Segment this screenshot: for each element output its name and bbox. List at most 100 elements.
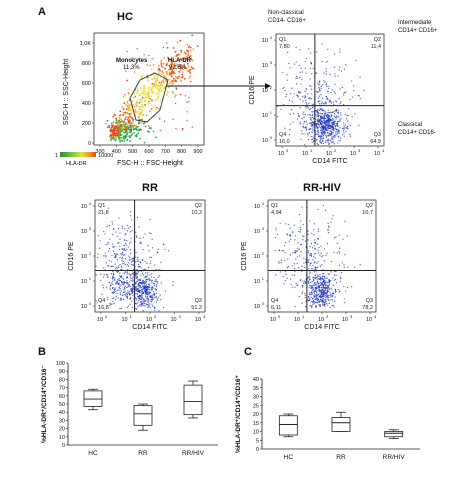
- density-dot: [167, 57, 170, 60]
- density-dot: [166, 46, 169, 49]
- event-dot: [324, 124, 326, 126]
- event-dot: [111, 277, 114, 279]
- event-dot: [324, 303, 326, 305]
- event-dot: [359, 97, 361, 100]
- density-dot: [192, 67, 195, 70]
- event-dot: [111, 243, 114, 245]
- event-dot: [318, 135, 320, 138]
- event-dot: [284, 251, 286, 254]
- event-dot: [139, 237, 141, 239]
- event-dot: [307, 230, 309, 232]
- event-dot: [107, 207, 109, 209]
- event-dot: [160, 282, 162, 284]
- event-dot: [139, 241, 142, 243]
- density-dot: [140, 106, 143, 109]
- event-dot: [127, 227, 130, 229]
- event-dot: [123, 280, 125, 283]
- event-dot: [123, 288, 125, 291]
- event-dot: [307, 233, 309, 235]
- event-dot: [304, 266, 306, 269]
- density-dot: [135, 125, 138, 127]
- event-dot: [339, 118, 341, 121]
- event-dot: [122, 281, 125, 283]
- density-dot: [186, 69, 189, 72]
- event-dot: [122, 282, 124, 284]
- event-dot: [335, 101, 338, 103]
- x-tick-exponent: 0: [278, 314, 281, 319]
- event-dot: [301, 286, 304, 288]
- event-dot: [299, 71, 301, 73]
- event-dot: [130, 263, 132, 266]
- event-dot: [312, 140, 315, 143]
- event-dot: [353, 85, 355, 87]
- density-dot: [144, 125, 147, 128]
- density-dot: [139, 108, 142, 111]
- x-tick-label: 10: [294, 317, 300, 323]
- event-dot: [330, 114, 333, 116]
- density-dot: [176, 76, 179, 79]
- event-dot: [124, 287, 126, 290]
- event-dot: [317, 278, 319, 280]
- event-dot: [116, 292, 118, 295]
- density-dot: [127, 120, 130, 123]
- event-dot: [313, 234, 315, 236]
- event-dot: [278, 260, 280, 263]
- x-tick-label: 10: [146, 317, 152, 323]
- event-dot: [302, 126, 304, 128]
- event-dot: [326, 120, 328, 123]
- event-dot: [320, 284, 322, 286]
- event-dot: [295, 46, 297, 48]
- event-dot: [121, 225, 123, 227]
- event-dot: [154, 307, 156, 309]
- event-dot: [305, 89, 307, 91]
- event-dot: [322, 278, 325, 281]
- x-tick-exponent: 4: [374, 314, 377, 319]
- quadrant-name: Q1: [98, 203, 105, 209]
- density-dot: [146, 74, 148, 77]
- event-dot: [296, 118, 299, 120]
- density-dot: [134, 95, 137, 98]
- event-dot: [331, 305, 333, 307]
- density-dot: [156, 79, 159, 82]
- event-dot: [319, 139, 321, 142]
- event-dot: [144, 305, 146, 307]
- density-dot: [185, 55, 188, 58]
- event-dot: [309, 113, 311, 116]
- density-dot: [115, 117, 117, 120]
- event-dot: [136, 260, 139, 262]
- density-dot: [168, 83, 171, 85]
- event-dot: [306, 103, 308, 105]
- event-dot: [127, 283, 129, 286]
- event-dot: [137, 285, 139, 287]
- event-dot: [111, 276, 114, 278]
- event-dot: [326, 277, 328, 279]
- event-dot: [339, 140, 341, 142]
- density-dot: [133, 105, 136, 108]
- event-dot: [148, 300, 150, 302]
- event-dot: [333, 101, 335, 103]
- event-dot: [331, 125, 333, 127]
- density-dot: [191, 126, 194, 128]
- density-dot: [136, 48, 138, 50]
- event-dot: [321, 295, 323, 298]
- event-dot: [144, 284, 146, 286]
- event-dot: [113, 297, 115, 299]
- event-dot: [305, 280, 307, 283]
- event-dot: [333, 103, 335, 106]
- x-tick-exponent: 1: [130, 314, 133, 319]
- density-dot: [150, 68, 153, 70]
- event-dot: [324, 287, 327, 290]
- event-dot: [351, 80, 353, 82]
- event-dot: [323, 260, 325, 262]
- event-dot: [315, 299, 317, 301]
- event-dot: [140, 296, 142, 298]
- event-dot: [333, 129, 335, 132]
- event-dot: [289, 278, 292, 280]
- density-dot: [123, 131, 125, 134]
- event-dot: [145, 276, 147, 278]
- event-dot: [286, 267, 288, 269]
- event-dot: [316, 262, 318, 264]
- event-dot: [331, 129, 333, 131]
- event-dot: [322, 140, 324, 142]
- event-dot: [142, 236, 144, 239]
